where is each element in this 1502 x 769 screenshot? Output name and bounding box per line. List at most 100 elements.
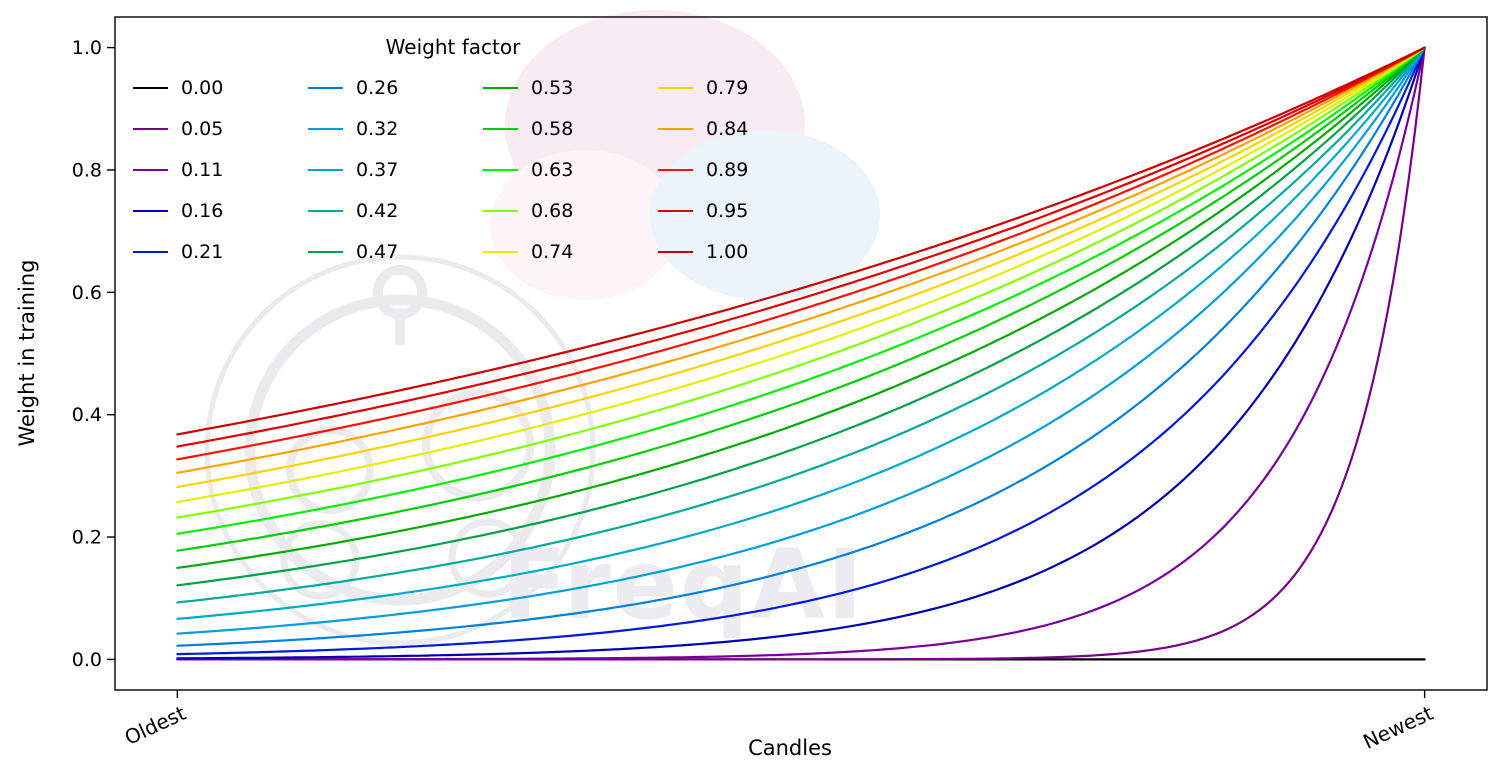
- legend-label: 1.00: [706, 240, 749, 263]
- legend-label: 0.05: [181, 117, 224, 140]
- legend-swatch: [658, 127, 693, 130]
- legend-item: 0.58: [483, 115, 658, 142]
- legend-label: 0.32: [356, 117, 399, 140]
- curve-0.74: [176, 46, 1426, 503]
- legend-label: 0.26: [356, 76, 399, 99]
- watermark-blue-shape: [650, 130, 880, 300]
- legend-item: 0.00: [133, 74, 308, 101]
- freqai-watermark: FreqAI: [204, 10, 880, 646]
- legend-label: 0.74: [531, 240, 574, 263]
- legend-swatch: [308, 127, 343, 130]
- axes-frame: [114, 16, 1488, 691]
- legend-label: 0.21: [181, 240, 224, 263]
- watermark-text: FreqAI: [502, 529, 865, 641]
- legend-item: 1.00: [658, 238, 833, 265]
- legend-label: 0.79: [706, 76, 749, 99]
- legend-label: 0.68: [531, 199, 574, 222]
- legend-swatch: [658, 168, 693, 171]
- legend-entries: 0.00 0.05 0.11 0.16 0.21 0.26 0.32 0.37 0.42 0.47…: [133, 74, 833, 265]
- curve-0.63: [176, 46, 1426, 535]
- curve-0.47: [176, 46, 1426, 587]
- legend-item: 0.11: [133, 156, 308, 183]
- watermark-bot-logo: [204, 254, 596, 646]
- curve-0.37: [176, 46, 1426, 621]
- y-tick-label: 0.2: [72, 527, 102, 549]
- y-tick-label: 0.0: [72, 649, 102, 671]
- curves: [176, 46, 1426, 661]
- legend-swatch: [133, 86, 168, 89]
- curve-0.79: [176, 46, 1426, 489]
- legend-item: 0.89: [658, 156, 833, 183]
- legend-item: 0.74: [483, 238, 658, 265]
- legend-item: 0.95: [658, 197, 833, 224]
- y-tick-label: 0.6: [72, 282, 102, 304]
- curve-1.00: [176, 46, 1426, 436]
- legend-swatch: [133, 168, 168, 171]
- curve-0.21: [176, 46, 1426, 656]
- legend-label: 0.63: [531, 158, 574, 181]
- legend-item: 0.47: [308, 238, 483, 265]
- legend-swatch: [658, 250, 693, 253]
- legend-item: 0.42: [308, 197, 483, 224]
- curve-0.11: [176, 46, 1426, 661]
- legend-swatch: [308, 86, 343, 89]
- legend-swatch: [483, 168, 518, 171]
- legend-item: 0.53: [483, 74, 658, 101]
- legend-item: 0.68: [483, 197, 658, 224]
- legend-item: 0.63: [483, 156, 658, 183]
- legend-swatch: [133, 209, 168, 212]
- legend-swatch: [483, 250, 518, 253]
- legend-item: 0.37: [308, 156, 483, 183]
- watermark-pink-shape-2: [490, 150, 680, 300]
- legend-label: 0.89: [706, 158, 749, 181]
- legend-item: 0.32: [308, 115, 483, 142]
- legend-label: 0.95: [706, 199, 749, 222]
- legend-label: 0.16: [181, 199, 224, 222]
- curve-0.42: [176, 46, 1426, 604]
- legend-swatch: [483, 127, 518, 130]
- legend-label: 0.47: [356, 240, 399, 263]
- curve-0.16: [176, 46, 1426, 660]
- legend-item: 0.84: [658, 115, 833, 142]
- legend-swatch: [308, 168, 343, 171]
- legend-swatch: [658, 209, 693, 212]
- curve-0.68: [176, 46, 1426, 519]
- legend-swatch: [133, 250, 168, 253]
- legend-label: 0.53: [531, 76, 574, 99]
- legend-title: Weight factor: [385, 35, 521, 59]
- legend-item: 0.16: [133, 197, 308, 224]
- x-tick-label: Newest: [1359, 701, 1437, 754]
- curve-0.32: [176, 46, 1426, 635]
- y-tick-label: 0.8: [72, 159, 102, 181]
- legend-swatch: [483, 86, 518, 89]
- curve-0.89: [176, 46, 1426, 461]
- legend-label: 0.00: [181, 76, 224, 99]
- curve-0.95: [176, 46, 1426, 448]
- legend-label: 0.84: [706, 117, 749, 140]
- curve-0.58: [176, 46, 1426, 552]
- y-tick-label: 1.0: [72, 37, 102, 59]
- curve-0.26: [176, 46, 1426, 647]
- legend-item: 0.05: [133, 115, 308, 142]
- legend-item: 0.26: [308, 74, 483, 101]
- legend-item: 0.21: [133, 238, 308, 265]
- legend-swatch: [133, 127, 168, 130]
- x-tick-label: Oldest: [121, 701, 190, 750]
- legend-item: 0.79: [658, 74, 833, 101]
- legend-swatch: [308, 209, 343, 212]
- legend: Weight factor 0.00 0.05 0.11 0.16 0.21 0.26 0.…: [133, 34, 833, 265]
- y-axis-label: Weight in training: [15, 259, 39, 446]
- curve-0.84: [176, 46, 1426, 474]
- legend-swatch: [483, 209, 518, 212]
- x-axis-label: Candles: [748, 736, 832, 760]
- curve-0.53: [176, 46, 1426, 570]
- y-tick-label: 0.4: [72, 404, 102, 426]
- legend-swatch: [658, 86, 693, 89]
- legend-label: 0.58: [531, 117, 574, 140]
- legend-swatch: [308, 250, 343, 253]
- legend-label: 0.37: [356, 158, 399, 181]
- legend-label: 0.42: [356, 199, 399, 222]
- legend-label: 0.11: [181, 158, 224, 181]
